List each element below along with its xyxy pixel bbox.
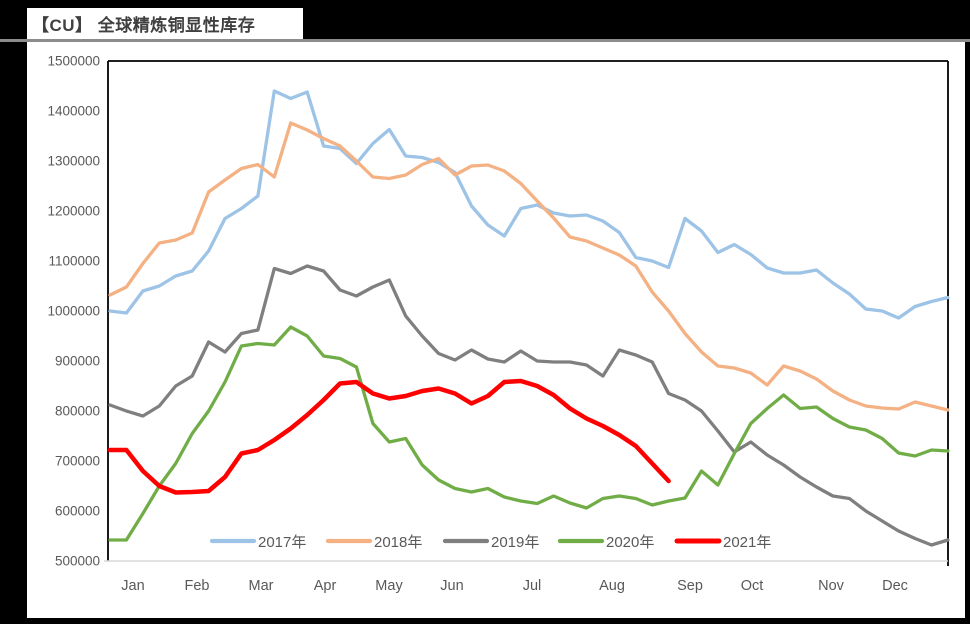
title-separator-line	[0, 39, 970, 42]
legend-label-2017年: 2017年	[258, 534, 306, 551]
series-line-2018年	[108, 121, 950, 412]
series-line-2019年	[108, 264, 950, 547]
chart-title: 【CU】 全球精炼铜显性库存	[32, 16, 256, 35]
series-line-2020年	[108, 325, 950, 542]
x-axis-tick-jul: Jul	[523, 578, 542, 594]
y-axis-tick: 800000	[55, 404, 100, 419]
y-axis-tick: 1400000	[47, 104, 100, 119]
x-axis-tick-oct: Oct	[741, 578, 764, 594]
x-axis-tick-dec: Dec	[882, 578, 908, 594]
legend-label-2018年: 2018年	[374, 534, 422, 551]
chart-panel	[27, 42, 965, 618]
y-axis-tick: 1200000	[47, 204, 100, 219]
x-axis-tick-nov: Nov	[818, 578, 845, 594]
y-axis-tick: 900000	[55, 354, 100, 369]
legend-label-2021年: 2021年	[723, 534, 771, 551]
y-axis-tick: 500000	[55, 554, 100, 569]
series-line-2021年	[107, 378, 671, 495]
chart-title-bar: 【CU】 全球精炼铜显性库存	[27, 8, 303, 39]
series-line-2017年	[108, 89, 950, 320]
x-axis-tick-sep: Sep	[677, 578, 703, 594]
y-axis-tick: 1500000	[47, 54, 100, 69]
x-axis-tick-jan: Jan	[121, 578, 144, 594]
legend-label-2019年: 2019年	[491, 534, 539, 551]
y-axis-tick: 1000000	[47, 304, 100, 319]
x-axis-tick-may: May	[375, 578, 403, 594]
x-axis-tick-mar: Mar	[249, 578, 274, 594]
x-axis-tick-feb: Feb	[185, 578, 210, 594]
x-axis-tick-apr: Apr	[314, 578, 337, 594]
y-axis-tick: 700000	[55, 454, 100, 469]
legend-label-2020年: 2020年	[606, 534, 654, 551]
y-axis-tick: 600000	[55, 504, 100, 519]
x-axis-tick-aug: Aug	[599, 578, 625, 594]
x-axis-tick-jun: Jun	[440, 578, 463, 594]
y-axis-tick: 1100000	[48, 254, 100, 269]
y-axis-tick: 1300000	[47, 154, 100, 169]
